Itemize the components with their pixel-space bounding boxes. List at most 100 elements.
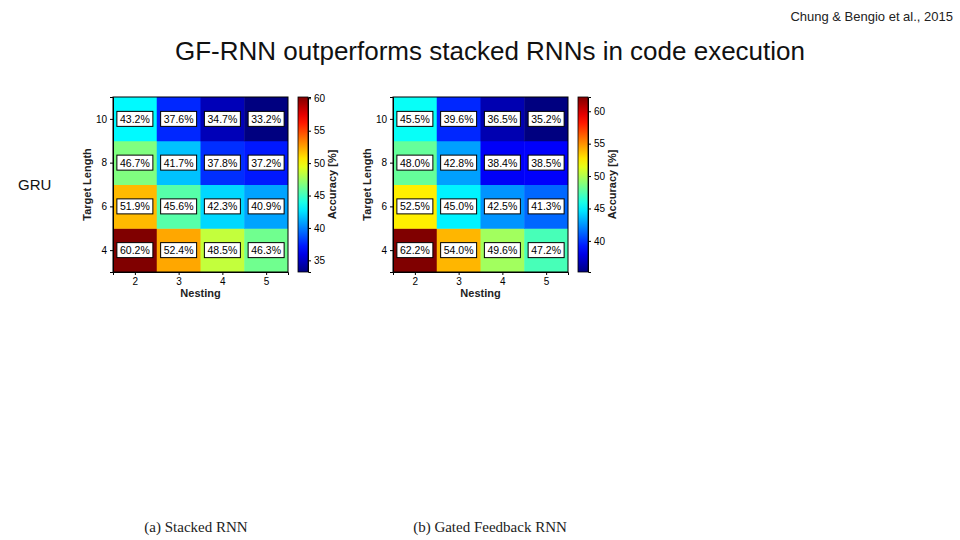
heatmap-cell — [481, 228, 525, 272]
data-label-box — [397, 111, 433, 126]
tick-label: 4 — [381, 245, 387, 256]
data-label: 42.8% — [444, 157, 474, 169]
chart-title: (b) Gated Feedback RNN — [413, 519, 567, 536]
heatmap-cell — [244, 228, 288, 272]
data-label-box — [161, 111, 197, 126]
tick: 35 — [308, 255, 326, 266]
data-label: 48.5% — [207, 244, 237, 256]
tick: 50 — [308, 158, 326, 169]
tick-label: 3 — [456, 276, 462, 287]
data-label: 42.3% — [207, 200, 237, 212]
heatmap-cell — [157, 185, 201, 229]
data-label-box — [484, 155, 520, 170]
tick: 50 — [588, 171, 606, 182]
x-axis: 2345 — [114, 272, 289, 287]
data-label-box — [441, 243, 477, 258]
data-label: 45.6% — [164, 200, 194, 212]
tick-mark — [588, 111, 591, 112]
tick-mark — [135, 272, 136, 275]
tick: 40 — [308, 223, 326, 234]
tick-mark — [390, 119, 393, 120]
data-label: 46.3% — [251, 244, 281, 256]
axis-domain — [589, 98, 592, 273]
tick-label: 35 — [314, 255, 326, 266]
data-label: 42.5% — [487, 200, 517, 212]
axis-domain — [110, 98, 114, 273]
heatmap-cell — [437, 141, 481, 185]
axis-domain — [394, 273, 569, 276]
data-label: 54.0% — [444, 244, 474, 256]
tick-label: 4 — [220, 276, 226, 287]
data-label: 40.9% — [251, 200, 281, 212]
data-label-box — [397, 199, 433, 214]
data-label-box — [441, 111, 477, 126]
heatmap-cell — [524, 141, 568, 185]
tick-label: 10 — [376, 114, 388, 125]
tick: 55 — [308, 125, 326, 136]
data-label: 43.2% — [120, 113, 150, 125]
data-label-box — [397, 155, 433, 170]
heatmap-cell — [481, 97, 525, 141]
data-label-box — [117, 155, 153, 170]
heatmap-cell — [393, 97, 437, 141]
heatmap-cell — [201, 141, 245, 185]
row-label: GRU — [18, 176, 51, 193]
x-axis-title: Nesting — [180, 287, 220, 299]
tick: 4 — [500, 272, 506, 287]
heatmap-cell — [524, 185, 568, 229]
tick: 5 — [544, 272, 550, 287]
colorbar-title: Accuracy [%] — [326, 149, 338, 219]
axis-domain — [114, 273, 289, 276]
tick-mark — [308, 196, 311, 197]
plot-frame — [393, 97, 568, 272]
data-label: 45.5% — [400, 113, 430, 125]
heatmap-cell — [244, 185, 288, 229]
slide-title: GF-RNN outperforms stacked RNNs in code … — [175, 36, 805, 66]
heatmap-cell — [113, 228, 157, 272]
tick-label: 4 — [101, 245, 107, 256]
plot-frame — [113, 97, 288, 272]
tick: 3 — [456, 272, 462, 287]
tick-mark — [308, 131, 311, 132]
tick: 6 — [101, 201, 113, 212]
data-labels: 62.2%54.0%49.6%47.2%52.5%45.0%42.5%41.3%… — [397, 111, 564, 257]
heatmap-cell — [481, 185, 525, 229]
data-label: 39.6% — [444, 113, 474, 125]
tick-label: 2 — [133, 276, 139, 287]
tick: 4 — [101, 245, 113, 256]
tick-mark — [459, 272, 460, 275]
y-axis-title: Target Length — [361, 148, 373, 221]
tick-label: 55 — [314, 125, 326, 136]
data-label-box — [204, 111, 240, 126]
heatmap-cell — [437, 228, 481, 272]
tick-mark — [110, 206, 113, 207]
tick-label: 45 — [314, 190, 326, 201]
tick-label: 50 — [594, 171, 606, 182]
tick: 60 — [308, 93, 326, 104]
colorbar-axis: 4045505560 — [588, 98, 606, 273]
heatmap-cell — [157, 228, 201, 272]
data-label: 49.6% — [487, 244, 517, 256]
data-label: 51.9% — [120, 200, 150, 212]
colorbar — [578, 97, 588, 272]
heatmap-cell — [437, 185, 481, 229]
data-label-box — [484, 111, 520, 126]
colorbar-title: Accuracy [%] — [606, 149, 618, 219]
tick-mark — [390, 206, 393, 207]
colorbar — [298, 97, 308, 272]
heatmap-cell — [524, 228, 568, 272]
tick-label: 60 — [594, 106, 606, 117]
data-label-box — [204, 243, 240, 258]
heatmap-cell — [157, 141, 201, 185]
tick: 45 — [588, 203, 606, 214]
tick-mark — [390, 163, 393, 164]
tick: 8 — [101, 157, 113, 168]
tick-mark — [308, 163, 311, 164]
tick-mark — [222, 272, 223, 275]
tick: 4 — [381, 245, 393, 256]
data-label-box — [204, 155, 240, 170]
data-label: 45.0% — [444, 200, 474, 212]
heatmap-cell — [393, 185, 437, 229]
data-label: 47.2% — [531, 244, 561, 256]
heatmap-cell — [157, 97, 201, 141]
